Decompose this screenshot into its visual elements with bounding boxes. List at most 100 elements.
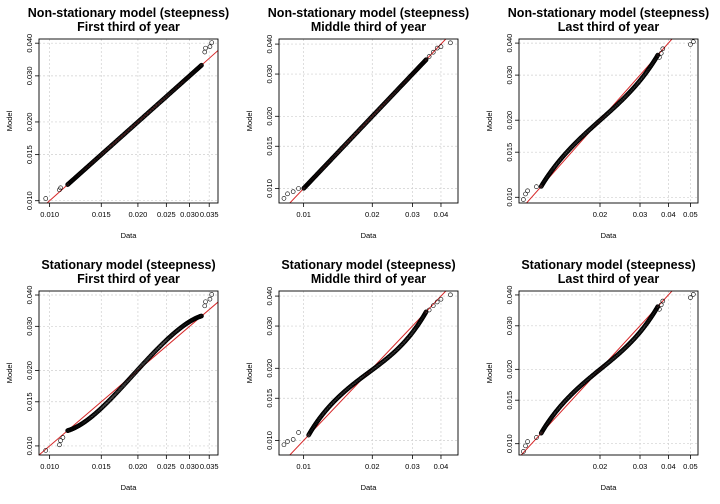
x-axis-label: Data [601, 231, 618, 240]
y-tick-label: 0.020 [265, 359, 274, 378]
qq-point [525, 188, 530, 194]
qq-point [202, 303, 208, 309]
qq-point [658, 50, 664, 56]
panel-title: Non-stationary model (steepness) [508, 6, 709, 20]
qq-point [43, 448, 49, 453]
x-tick-label: 0.010 [40, 462, 59, 471]
grid-lines [279, 291, 458, 455]
panel-subtitle: First third of year [77, 20, 180, 34]
qq-points [521, 39, 696, 202]
x-tick-label: 0.01 [296, 462, 311, 471]
panel-subtitle: Last third of year [558, 272, 660, 286]
grid-lines [39, 291, 218, 455]
qq-point [141, 361, 146, 367]
panel-title: Stationary model (steepness) [281, 258, 455, 272]
qq-point [58, 438, 63, 443]
qq-point [688, 295, 693, 300]
x-tick-label: 0.02 [365, 210, 380, 219]
y-tick-label: 0.040 [505, 34, 514, 53]
qq-point [290, 437, 296, 442]
x-axis-label: Data [361, 483, 378, 492]
y-tick-label: 0.015 [265, 389, 274, 408]
qq-point [199, 313, 204, 319]
x-axis-label: Data [121, 231, 138, 240]
y-axis-label: Model [5, 110, 14, 131]
qq-point [119, 384, 125, 390]
qq-point [285, 439, 290, 444]
qq-point [521, 197, 526, 202]
qq-point [202, 49, 208, 55]
y-tick-label: 0.010 [25, 437, 34, 456]
qq-point [438, 296, 444, 302]
qq-point [422, 58, 428, 64]
qq-point [43, 196, 49, 201]
panel-1: Non-stationary model (steepness)First th… [5, 6, 229, 240]
plot-area [521, 39, 696, 203]
qq-point [140, 362, 145, 367]
x-tick-label: 0.02 [593, 462, 608, 471]
panel-subtitle: First third of year [77, 272, 180, 286]
qq-point [523, 443, 528, 449]
qq-point [534, 435, 539, 440]
y-tick-label: 0.040 [25, 286, 34, 305]
x-tick-label: 0.03 [633, 210, 648, 219]
y-tick-label: 0.015 [505, 391, 514, 410]
qq-point [209, 292, 215, 297]
qq-point [121, 383, 126, 388]
x-tick-label: 0.05 [683, 462, 698, 471]
qq-point [658, 302, 664, 308]
x-tick-label: 0.025 [157, 210, 176, 219]
qq-point [144, 358, 149, 363]
panel-3: Non-stationary model (steepness)Last thi… [485, 6, 709, 240]
y-tick-label: 0.040 [265, 35, 274, 54]
y-tick-label: 0.010 [265, 179, 274, 198]
y-tick-label: 0.030 [265, 317, 274, 336]
x-tick-label: 0.02 [365, 462, 380, 471]
qq-point [521, 449, 526, 454]
x-tick-label: 0.025 [157, 462, 176, 471]
plot-frame [38, 290, 219, 456]
qq-point [121, 382, 127, 387]
y-tick-label: 0.015 [505, 143, 514, 162]
plot-area [39, 292, 218, 455]
y-tick-label: 0.010 [505, 434, 514, 453]
qq-point [430, 49, 436, 55]
x-axis-label: Data [361, 231, 378, 240]
qq-points [43, 292, 215, 453]
qq-point [120, 383, 126, 389]
qq-point [691, 39, 696, 45]
grid-lines [279, 39, 458, 203]
qq-points [281, 292, 453, 448]
y-tick-label: 0.010 [25, 191, 34, 210]
x-axis-label: Data [121, 483, 138, 492]
qq-point [58, 185, 63, 191]
panel-subtitle: Middle third of year [311, 20, 426, 34]
qq-point [281, 442, 287, 448]
y-tick-label: 0.030 [265, 65, 274, 84]
y-tick-label: 0.020 [25, 361, 34, 380]
qq-point [525, 439, 530, 444]
x-tick-label: 0.01 [296, 210, 311, 219]
grid-lines [519, 291, 698, 455]
y-tick-label: 0.040 [265, 287, 274, 306]
y-tick-label: 0.040 [25, 34, 34, 53]
x-tick-label: 0.05 [683, 210, 698, 219]
panel-2: Non-stationary model (steepness)Middle t… [245, 6, 469, 240]
qq-point [138, 363, 144, 369]
qq-point [534, 184, 539, 189]
qq-point [57, 442, 62, 448]
qq-point [448, 40, 453, 46]
qq-point [691, 292, 696, 297]
panel-title: Stationary model (steepness) [41, 258, 215, 272]
grid-lines [39, 39, 218, 203]
qq-point [199, 62, 204, 68]
grid-lines [519, 39, 698, 203]
x-tick-label: 0.010 [40, 210, 59, 219]
qq-point [423, 57, 429, 62]
y-axis-label: Model [245, 110, 254, 131]
qq-point [281, 196, 287, 201]
y-tick-label: 0.010 [265, 431, 274, 450]
qq-point [209, 40, 215, 45]
qq-point [660, 46, 666, 52]
